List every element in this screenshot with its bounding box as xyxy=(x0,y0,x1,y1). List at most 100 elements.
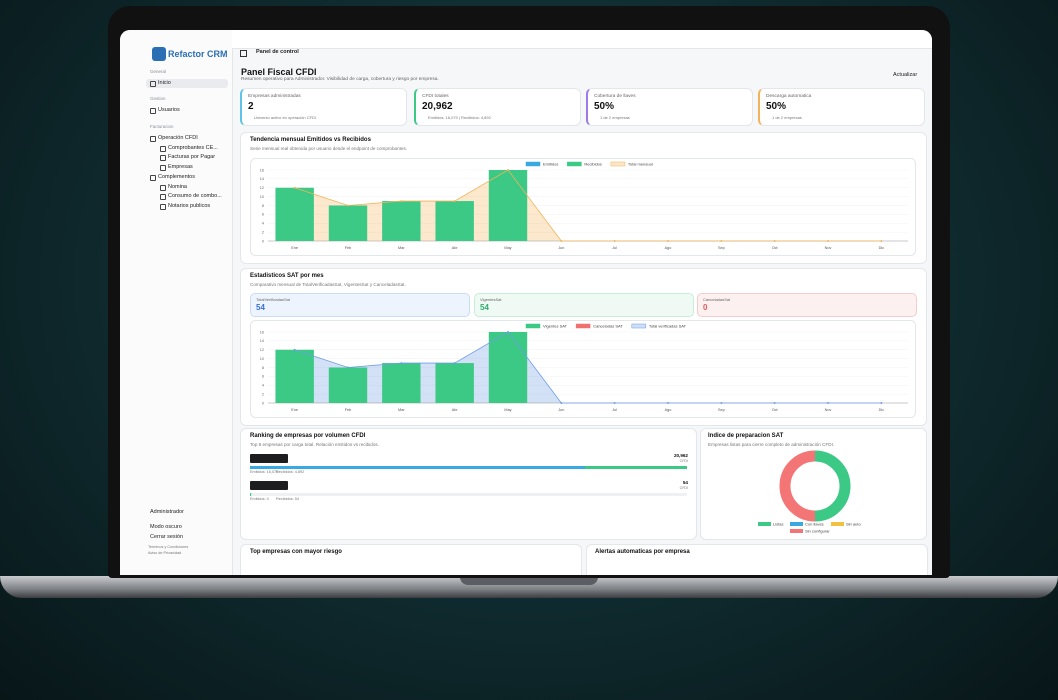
legend-swatch xyxy=(758,522,771,526)
point xyxy=(453,200,456,203)
kpi-card: Cobertura de llaves 50% 1 de 2 empresas xyxy=(586,88,753,126)
chart-subtitle: Comparativo mensual de TotalVerificadasS… xyxy=(250,282,406,287)
sidebar-footer[interactable]: Administrador xyxy=(150,509,184,515)
legend-swatch xyxy=(525,161,541,167)
x-tick-label: Jul xyxy=(612,408,617,412)
bar xyxy=(275,349,314,403)
nav-item[interactable]: Complementos xyxy=(158,173,195,180)
y-tick-label: 4 xyxy=(262,384,264,388)
y-tick-label: 2 xyxy=(262,230,264,234)
card xyxy=(586,544,928,575)
x-tick-label: Nov xyxy=(825,408,832,412)
sat-stat-label: VigentesSat xyxy=(480,297,502,302)
donut-segment xyxy=(814,450,851,522)
point xyxy=(667,402,669,404)
donut-segment xyxy=(779,450,816,522)
point xyxy=(293,348,296,351)
section-label: Facturacion xyxy=(150,124,174,129)
point xyxy=(773,402,776,404)
nav-item[interactable]: Consumo de combo... xyxy=(168,193,222,200)
sidebar-footer: Terminos y Condiciones xyxy=(148,545,189,549)
y-tick-label: 8 xyxy=(262,204,264,208)
sat-stat: CanceladasSat 0 xyxy=(697,293,917,317)
point xyxy=(773,240,776,242)
kpi-note: 1 de 2 empresas xyxy=(600,115,630,120)
nav-icon xyxy=(150,108,156,114)
nav-icon xyxy=(150,174,156,181)
y-tick-label: 16 xyxy=(260,168,264,172)
laptop-notch xyxy=(460,577,598,585)
nav-icon xyxy=(160,145,166,152)
bar xyxy=(328,367,368,403)
nav-item[interactable]: Operación CFDI xyxy=(158,135,198,141)
nav-item[interactable]: Comprobantes CE... xyxy=(168,144,218,151)
chart: Listas Con llaves Sin auto Sin configurar xyxy=(758,450,861,534)
point xyxy=(293,186,296,189)
x-tick-label: Sep xyxy=(718,246,725,250)
chart xyxy=(250,466,687,496)
point xyxy=(827,240,829,242)
y-tick-label: 14 xyxy=(260,339,264,343)
y-tick-label: 4 xyxy=(262,222,264,226)
legend-swatch xyxy=(790,522,803,526)
nav-item[interactable]: Notarios publicos xyxy=(168,202,211,209)
x-tick-label: Dic xyxy=(879,246,885,250)
x-tick-label: Dic xyxy=(879,408,885,412)
y-tick-label: 12 xyxy=(260,348,264,352)
legend-label: Vigentes SAT xyxy=(543,324,568,329)
laptop-base xyxy=(0,576,1058,598)
point xyxy=(560,402,563,404)
bar xyxy=(488,170,528,241)
refresh-button[interactable]: Actualizar xyxy=(893,72,918,78)
ranking-bar-recibidos xyxy=(585,466,687,469)
legend-swatch xyxy=(525,323,541,329)
kpi-card: CFDI totales 20,962 Emitidos: 16,070 | Rec… xyxy=(414,88,581,126)
y-tick-label: 10 xyxy=(260,357,264,361)
point xyxy=(613,240,616,242)
x-tick-label: May xyxy=(504,408,511,412)
bar xyxy=(435,363,474,403)
ranking-emitidos: Emitidos: 0 xyxy=(250,497,269,501)
sidebar-footer[interactable]: Modo oscuro xyxy=(150,524,182,530)
x-tick-label: Mar xyxy=(398,408,405,412)
kpi-label: CFDI totales xyxy=(422,94,449,99)
point xyxy=(613,402,616,404)
nav-item[interactable]: Inicio xyxy=(158,80,171,86)
y-tick-label: 6 xyxy=(262,375,264,379)
section-label: Gestion xyxy=(150,96,166,101)
kpi-note: 1 de 2 empresas xyxy=(772,115,802,120)
nav-item[interactable]: Nomina xyxy=(168,183,187,190)
legend-label: Sin auto xyxy=(846,522,861,527)
kpi-card: Descarga automatica 50% 1 de 2 empresas xyxy=(758,88,925,126)
x-tick-label: Feb xyxy=(345,408,352,412)
section-label: General xyxy=(150,69,167,74)
y-tick-label: 12 xyxy=(260,186,264,190)
section-title: Alertas automaticas por empresa xyxy=(595,549,690,555)
point xyxy=(347,366,349,369)
kpi-note: Universo activo en operación CFDI xyxy=(254,115,317,120)
x-tick-label: Ene xyxy=(291,408,298,412)
topbar-icon[interactable] xyxy=(240,50,247,57)
y-tick-label: 16 xyxy=(260,330,264,334)
point xyxy=(347,204,349,207)
nav-item[interactable]: Usuarios xyxy=(158,107,180,113)
bar xyxy=(328,205,368,241)
legend-swatch xyxy=(790,529,803,533)
bar xyxy=(275,187,314,241)
chart: 0 2 4 6 8 10 12 14 16 Ene Feb Mar Abr May Jun Jul Ago Sep… xyxy=(250,158,916,256)
nav-item[interactable]: Empresas xyxy=(168,164,193,171)
point xyxy=(400,200,403,203)
x-tick-label: May xyxy=(504,246,511,250)
legend-label: Canceladas SAT xyxy=(593,324,623,329)
company-name-redacted xyxy=(250,481,288,490)
nav-item[interactable]: Facturas por Pagar xyxy=(168,154,216,161)
legend-swatch xyxy=(831,522,844,526)
kpi-card: Empresas administradas 2 Universo activo e… xyxy=(240,88,407,126)
point xyxy=(400,362,403,365)
company-name-redacted xyxy=(250,454,288,463)
sidebar-footer: Aviso de Privacidad xyxy=(148,551,182,555)
nav-icon xyxy=(160,155,166,162)
point xyxy=(720,402,723,404)
sat-stat-value: 54 xyxy=(480,303,489,312)
sidebar-footer[interactable]: Cerrar sesión xyxy=(150,534,184,540)
